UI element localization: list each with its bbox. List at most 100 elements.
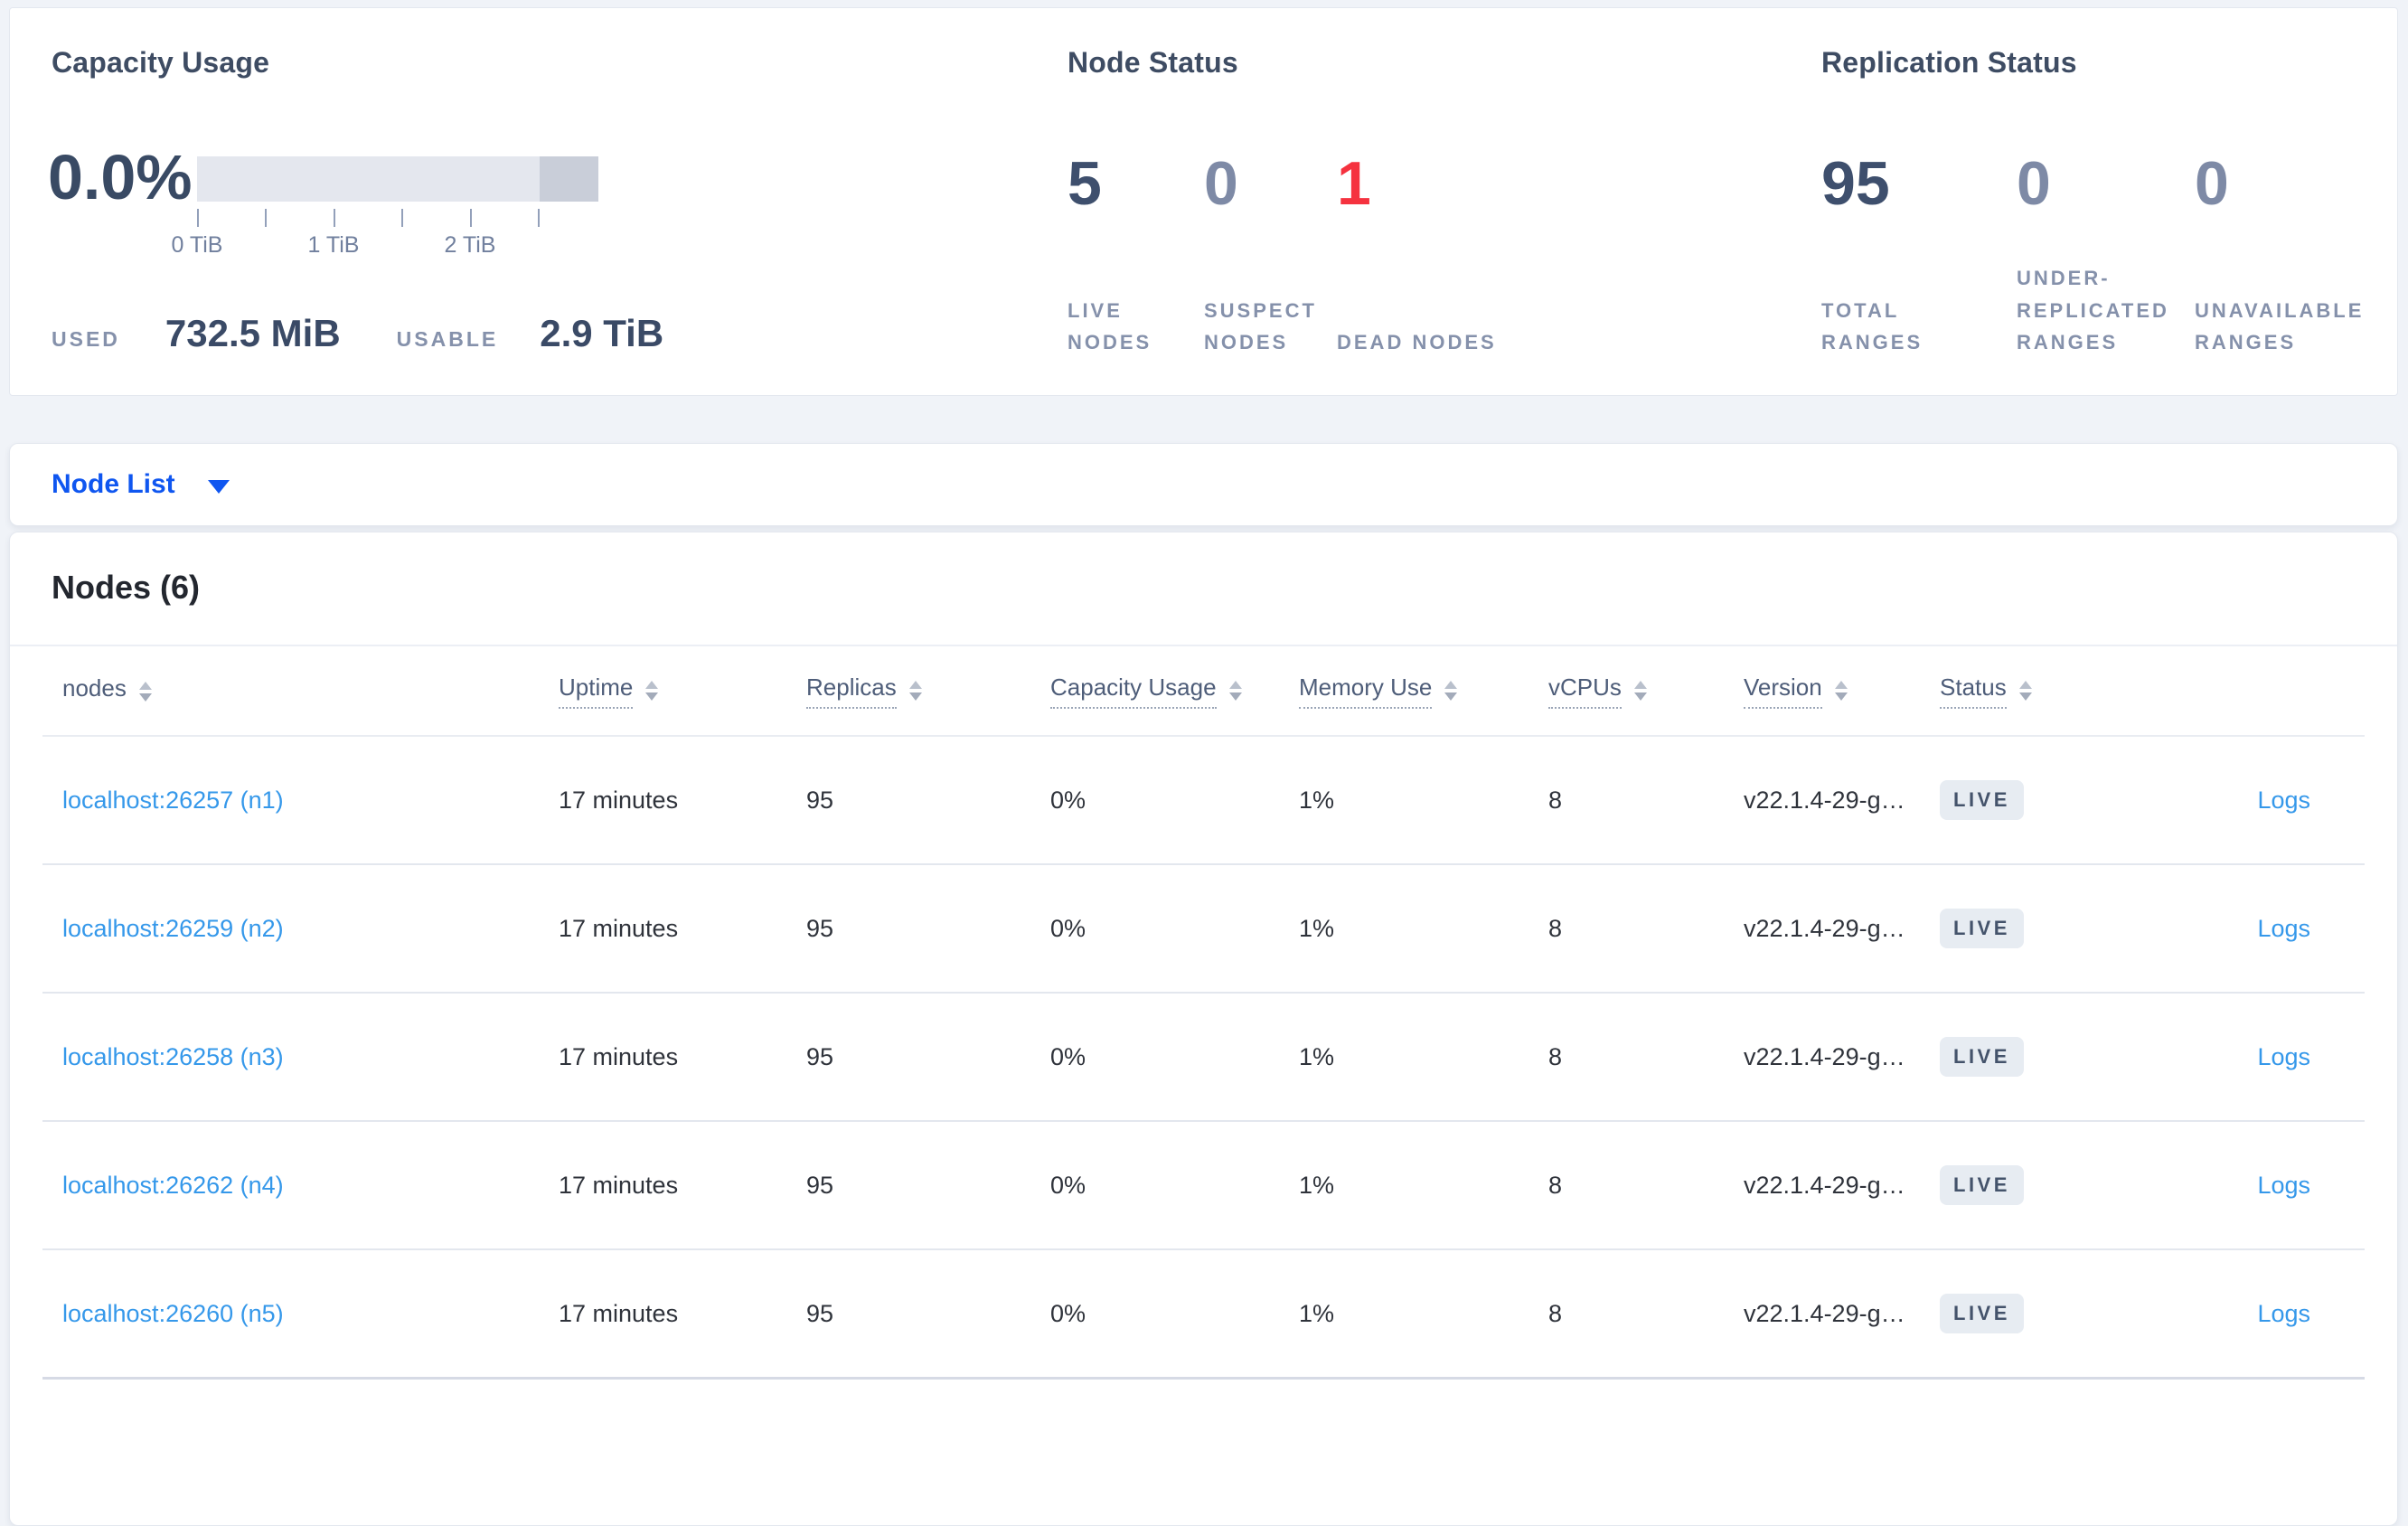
gauge-tick bbox=[470, 209, 472, 227]
gauge-tick bbox=[197, 209, 199, 227]
column-header-label: Version bbox=[1744, 674, 1822, 709]
suspect-nodes-label: SUSPECT NODES bbox=[1204, 298, 1317, 354]
table-row-node-5: localhost:26260 (n5) 17 minutes 95 0% 1%… bbox=[42, 1250, 2365, 1380]
node-link[interactable]: localhost:26258 (n3) bbox=[62, 1042, 284, 1070]
capacity-percent-value: 0.0% bbox=[48, 142, 193, 212]
used-label: USED bbox=[52, 327, 120, 351]
gauge-tick-label-2: 2 TiB bbox=[444, 232, 496, 258]
table-row-node-4: localhost:26262 (n4) 17 minutes 95 0% 1%… bbox=[42, 1122, 2365, 1250]
suspect-nodes-count: 0 bbox=[1204, 149, 1238, 218]
node-status-section: Node Status 5 0 1 LIVE NODES SUSPECT NOD… bbox=[1058, 8, 1691, 395]
node-link[interactable]: localhost:26257 (n1) bbox=[62, 786, 284, 814]
column-header-label: nodes bbox=[62, 674, 127, 702]
capacity-usage-cell: 0% bbox=[1050, 1171, 1086, 1199]
status-badge: LIVE bbox=[1940, 1294, 2024, 1333]
replicas-cell: 95 bbox=[806, 1042, 834, 1070]
column-header-label: Status bbox=[1940, 674, 2007, 709]
logs-link[interactable]: Logs bbox=[2257, 1299, 2310, 1327]
uptime-cell: 17 minutes bbox=[559, 1299, 679, 1327]
node-link[interactable]: localhost:26259 (n2) bbox=[62, 914, 284, 942]
capacity-usage-title: Capacity Usage bbox=[52, 46, 270, 79]
column-header-label: vCPUs bbox=[1548, 674, 1622, 709]
column-header-label: Uptime bbox=[559, 674, 634, 709]
node-link[interactable]: localhost:26260 (n5) bbox=[62, 1299, 284, 1327]
capacity-usage-cell: 0% bbox=[1050, 786, 1086, 814]
sort-icon bbox=[1228, 680, 1242, 701]
column-header-replicas[interactable]: Replicas bbox=[806, 674, 922, 709]
under-replicated-ranges-count: 0 bbox=[2017, 149, 2051, 218]
logs-link[interactable]: Logs bbox=[2257, 1171, 2310, 1199]
column-header-memory-use[interactable]: Memory Use bbox=[1299, 674, 1458, 709]
gauge-tick bbox=[401, 209, 403, 227]
uptime-cell: 17 minutes bbox=[559, 1171, 679, 1199]
logs-link[interactable]: Logs bbox=[2257, 786, 2310, 814]
usable-value: 2.9 TiB bbox=[540, 312, 664, 354]
column-header-version[interactable]: Version bbox=[1744, 674, 1848, 709]
live-nodes-count: 5 bbox=[1068, 149, 1102, 218]
unavailable-ranges-label: UNAVAILABLE RANGES bbox=[2195, 298, 2365, 354]
gauge-tick-label-0: 0 TiB bbox=[171, 232, 223, 258]
replication-status-section: Replication Status 95 0 0 TOTAL RANGES U… bbox=[1812, 8, 2408, 395]
total-ranges-count: 95 bbox=[1821, 149, 1890, 218]
memory-use-cell: 1% bbox=[1299, 1299, 1335, 1327]
vcpus-cell: 8 bbox=[1548, 786, 1563, 814]
gauge-tick bbox=[334, 209, 335, 227]
sort-icon bbox=[1444, 680, 1458, 701]
column-header-capacity-usage[interactable]: Capacity Usage bbox=[1050, 674, 1242, 709]
nodes-table: nodes Uptime Replicas Capacity Usage Mem… bbox=[10, 646, 2397, 1380]
view-selector-card: Node List bbox=[9, 443, 2398, 526]
node-list-dropdown[interactable]: Node List bbox=[10, 469, 230, 500]
node-link[interactable]: localhost:26262 (n4) bbox=[62, 1171, 284, 1199]
dead-nodes-count: 1 bbox=[1337, 149, 1371, 218]
column-header-uptime[interactable]: Uptime bbox=[559, 674, 659, 709]
capacity-usage-cell: 0% bbox=[1050, 1299, 1086, 1327]
live-nodes-label: LIVE NODES bbox=[1068, 298, 1152, 354]
under-replicated-ranges-label: UNDER-REPLICATED RANGES bbox=[2017, 267, 2169, 354]
status-badge: LIVE bbox=[1940, 909, 2024, 948]
status-badge: LIVE bbox=[1940, 1037, 2024, 1077]
capacity-gauge-reserved-segment bbox=[540, 156, 598, 202]
memory-use-cell: 1% bbox=[1299, 1171, 1335, 1199]
uptime-cell: 17 minutes bbox=[559, 1042, 679, 1070]
total-ranges-label: TOTAL RANGES bbox=[1821, 298, 1924, 354]
version-cell: v22.1.4-29-g… bbox=[1744, 1299, 1905, 1327]
replicas-cell: 95 bbox=[806, 1299, 834, 1327]
replication-status-title: Replication Status bbox=[1821, 46, 2077, 79]
gauge-tick bbox=[538, 209, 540, 227]
vcpus-cell: 8 bbox=[1548, 1171, 1563, 1199]
vcpus-cell: 8 bbox=[1548, 914, 1563, 942]
cluster-summary-card: Capacity Usage 0.0% 0 TiB 1 TiB 2 TiB US… bbox=[9, 7, 2398, 396]
uptime-cell: 17 minutes bbox=[559, 914, 679, 942]
column-header-nodes[interactable]: nodes bbox=[62, 674, 152, 708]
usable-label: USABLE bbox=[396, 327, 499, 351]
nodes-table-heading: Nodes (6) bbox=[52, 569, 201, 606]
vcpus-cell: 8 bbox=[1548, 1042, 1563, 1070]
table-row-node-2: localhost:26259 (n2) 17 minutes 95 0% 1%… bbox=[42, 865, 2365, 994]
sort-icon bbox=[138, 681, 152, 702]
column-header-status[interactable]: Status bbox=[1940, 674, 2032, 709]
memory-use-cell: 1% bbox=[1299, 786, 1335, 814]
capacity-gauge-bar bbox=[197, 156, 598, 202]
column-header-label: Capacity Usage bbox=[1050, 674, 1217, 709]
table-row-node-3: localhost:26258 (n3) 17 minutes 95 0% 1%… bbox=[42, 994, 2365, 1122]
logs-link[interactable]: Logs bbox=[2257, 914, 2310, 942]
column-header-vcpus[interactable]: vCPUs bbox=[1548, 674, 1647, 709]
sort-icon bbox=[1834, 680, 1848, 701]
nodes-table-card: Nodes (6) nodes Uptime Replicas Capacity… bbox=[9, 532, 2398, 1526]
sort-icon bbox=[2018, 680, 2032, 701]
version-cell: v22.1.4-29-g… bbox=[1744, 1171, 1905, 1199]
gauge-tick bbox=[265, 209, 267, 227]
status-badge: LIVE bbox=[1940, 1165, 2024, 1205]
memory-use-cell: 1% bbox=[1299, 914, 1335, 942]
column-header-label: Memory Use bbox=[1299, 674, 1433, 709]
version-cell: v22.1.4-29-g… bbox=[1744, 1042, 1905, 1070]
unavailable-ranges-count: 0 bbox=[2195, 149, 2229, 218]
chevron-down-icon bbox=[207, 480, 230, 494]
gauge-tick-label-1: 1 TiB bbox=[307, 232, 360, 258]
node-list-dropdown-label: Node List bbox=[52, 469, 175, 499]
sort-icon bbox=[908, 680, 922, 701]
version-cell: v22.1.4-29-g… bbox=[1744, 786, 1905, 814]
sort-icon bbox=[1633, 680, 1647, 701]
logs-link[interactable]: Logs bbox=[2257, 1042, 2310, 1070]
column-header-label: Replicas bbox=[806, 674, 897, 709]
